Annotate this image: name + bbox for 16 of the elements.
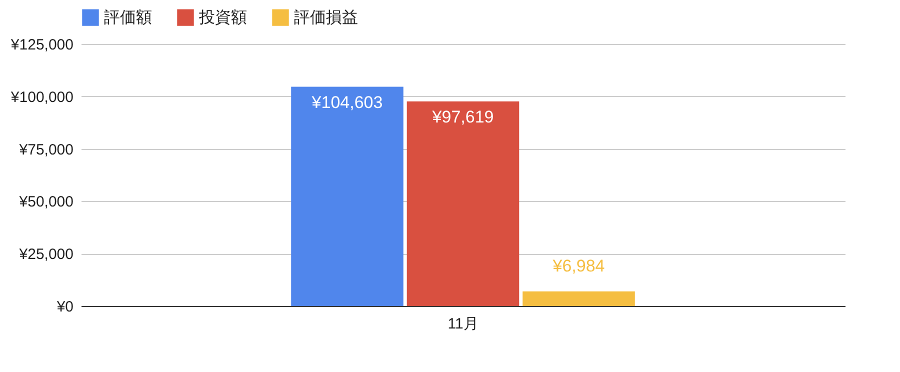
y-tick-label: ¥0: [56, 298, 74, 316]
bar: [291, 86, 404, 306]
x-tick-label: 11月: [448, 316, 478, 332]
legend-label: 評価額: [104, 8, 152, 27]
data-label: ¥97,619: [431, 107, 494, 126]
y-tick-label: ¥125,000: [10, 36, 74, 54]
legend-label: 評価損益: [294, 8, 358, 27]
legend-label: 投資額: [198, 8, 247, 27]
y-tick-label: ¥25,000: [18, 246, 74, 264]
y-tick-label: ¥75,000: [18, 141, 74, 158]
data-label: ¥6,984: [552, 256, 605, 276]
bar: [522, 291, 635, 306]
bar: [406, 101, 520, 306]
y-tick-label: ¥50,000: [18, 194, 74, 211]
y-tick-label: ¥100,000: [10, 88, 74, 106]
data-label: ¥104,603: [310, 92, 383, 112]
